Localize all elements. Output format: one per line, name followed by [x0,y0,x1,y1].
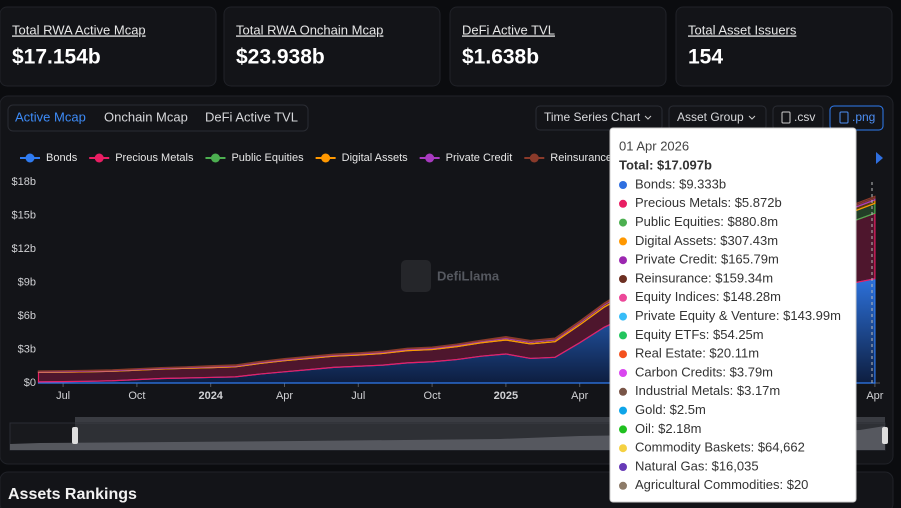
tooltip-item: Reinsurance: $159.34m [635,270,773,285]
watermark-logo [401,260,431,292]
tooltip-dot [619,481,627,490]
stat-label: Total Asset Issuers [688,22,797,37]
y-tick-label: $0 [24,377,36,389]
chevron [748,115,756,120]
chart-mode-button[interactable] [535,105,663,131]
brush-handle[interactable] [882,427,888,444]
csv[interactable]: .csv [794,110,815,124]
tab[interactable]: DeFi Active TVL [205,109,298,124]
tooltip-date: 01 Apr 2026 [619,138,689,153]
legend-dot[interactable] [321,153,331,163]
stat-value: $1.638b [462,46,539,69]
tooltip-total: Total: $17.097b [619,157,712,172]
legend-dot[interactable] [529,153,539,163]
tooltip-dot [619,256,627,265]
legend-label[interactable]: Precious Metals [115,152,194,164]
tooltip-item: Agricultural Commodities: $20 [635,477,808,492]
y-tick-label: $15b [12,209,36,221]
x-tick-label: Apr [866,390,883,402]
stat-label: DeFi Active TVL [462,22,555,37]
tooltip-dot [619,387,627,396]
y-tick-label: $3b [18,343,36,355]
tooltip-item: Real Estate: $20.11m [635,346,759,361]
tooltip-dot [619,406,627,415]
tooltip-dot [619,350,627,359]
tooltip-dot [619,425,627,434]
tooltip-dot [619,275,627,283]
tooltip-dot [619,369,627,377]
tooltip-item: Public Equities: $880.8m [635,214,778,229]
tooltip-item: Equity Indices: $148.28m [635,289,781,304]
stat-card [0,6,217,87]
x-tick-label: Apr [571,390,588,402]
y-tick-label: $9b [18,276,36,288]
tooltip-item: Oil: $2.18m [635,421,701,436]
tooltip-item: Bonds: $9.333b [635,176,726,191]
file-icon [839,111,849,124]
area [37,195,876,372]
stat-value: $23.938b [236,46,325,69]
stat-card [223,6,441,87]
legend-label[interactable]: Digital Assets [342,152,409,164]
y-tick-label: $6b [18,310,36,322]
tooltip [609,127,857,503]
x-tick-label: 2025 [494,390,518,402]
tooltip-dot [619,312,627,321]
tooltip-item: Commodity Baskets: $64,662 [635,440,805,455]
legend-dot[interactable] [210,153,220,163]
tooltip-item: Private Credit: $165.79m [635,252,779,267]
x-tick-label: Oct [424,390,441,402]
section-title: Assets Rankings [8,486,137,503]
tooltip-dot [619,237,627,246]
tooltip-item: Natural Gas: $16,035 [635,458,759,473]
legend-dot[interactable] [425,153,435,163]
tab-group [7,104,309,132]
file-icon [781,111,791,124]
legend-label[interactable]: Bonds [46,152,78,164]
chevron [644,115,652,120]
stat-label: Total RWA Onchain Mcap [236,22,383,37]
tooltip-item: Precious Metals: $5.872b [635,195,782,210]
legend-next[interactable] [876,152,883,164]
y-tick-label: $12b [12,243,36,255]
tab[interactable]: Active Mcap [15,109,86,124]
stat-card [449,6,667,87]
legend-label[interactable]: Reinsurance [550,152,612,164]
legend-dot[interactable] [94,153,104,163]
tooltip-dot [619,218,627,227]
tooltip-dot [619,331,627,340]
x-tick-label: 2024 [198,390,223,402]
tooltip-item: Equity ETFs: $54.25m [635,327,764,342]
x-tick-label: Jul [56,390,70,402]
tab[interactable]: Onchain Mcap [104,109,188,124]
chart-mode[interactable]: Time Series Chart [544,110,641,124]
watermark: DefiLlama [437,268,500,283]
brush-track[interactable] [75,417,885,423]
y-tick-label: $18b [12,176,36,188]
tooltip-item: Carbon Credits: $3.79m [635,364,773,379]
tooltip-item: Industrial Metals: $3.17m [635,383,780,398]
x-tick-label: Jul [351,390,365,402]
legend-dot[interactable] [25,153,35,163]
tooltip-dot [619,181,627,189]
stat-label: Total RWA Active Mcap [12,22,146,37]
brush-handle[interactable] [72,427,78,444]
tooltip-item: Gold: $2.5m [635,402,706,417]
x-tick-label: Oct [128,390,145,402]
grouping[interactable]: Asset Group [677,110,744,124]
tooltip-item: Private Equity & Venture: $143.99m [635,308,841,323]
tooltip-dot [619,444,627,453]
legend-label[interactable]: Public Equities [231,152,304,164]
tooltip-item: Digital Assets: $307.43m [635,233,778,248]
tooltip-dot [619,293,627,302]
stat-card [675,6,893,87]
stat-value: 154 [688,46,723,69]
tooltip-dot [619,199,627,208]
tooltip-dot [619,463,627,471]
legend-label[interactable]: Private Credit [446,152,513,164]
stat-value: $17.154b [12,46,101,69]
png[interactable]: .png [852,110,875,124]
x-tick-label: Apr [276,390,293,402]
